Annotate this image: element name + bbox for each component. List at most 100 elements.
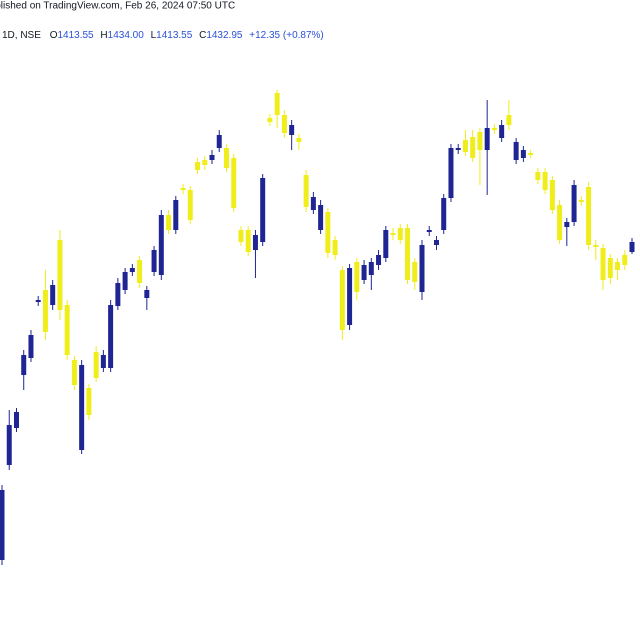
ohlc-value: 1413.55 [156, 30, 193, 41]
candle-body [50, 285, 56, 305]
candle-body [231, 158, 237, 208]
candle-body [477, 132, 483, 150]
candle-body [42, 290, 48, 332]
candle-body [274, 93, 280, 115]
candle-body [86, 388, 92, 415]
candle-body [332, 240, 338, 255]
candle-body [433, 240, 439, 245]
candle-body [303, 175, 309, 207]
candle-body [129, 268, 135, 272]
candle-body [216, 135, 222, 148]
candle-body [57, 240, 63, 310]
candle-body [28, 335, 34, 358]
candle-body [557, 205, 563, 240]
candle-body [383, 230, 389, 258]
candle-body [564, 222, 570, 227]
candle-body [100, 355, 106, 368]
ohlc-value: 1413.55 [57, 30, 94, 41]
candle-body [593, 245, 599, 247]
candle-body [64, 305, 70, 355]
candle-body [21, 355, 27, 375]
candle-body [513, 142, 519, 160]
candle-body [586, 187, 592, 245]
change: +12.35 (+0.87%) [249, 30, 324, 41]
candle-body [368, 262, 374, 275]
candle-body [484, 128, 490, 150]
ohlc-label: O [50, 30, 58, 41]
published-note: Published on TradingView.com, Feb 26, 20… [0, 1, 235, 12]
candle-body [426, 230, 432, 232]
candle-body [499, 125, 505, 138]
legend-line: 1D, NSE O1413.55 H1434.00 L1413.55 C1432… [2, 30, 324, 41]
candle-body [93, 352, 99, 378]
candle-body [571, 185, 577, 222]
candle-body [506, 115, 512, 125]
candle-body [187, 190, 193, 220]
candle-body [151, 250, 157, 272]
candle-body [412, 262, 418, 282]
candle-body [607, 258, 613, 278]
interval: 1D, NSE [2, 30, 41, 41]
candle-body [137, 260, 143, 283]
candle-body [158, 215, 164, 275]
candle-body [245, 230, 251, 252]
candle-body [354, 262, 360, 292]
candle-body [578, 200, 584, 202]
candle-body [448, 148, 454, 198]
candle-body [144, 290, 150, 298]
candle-body [223, 148, 229, 168]
candle-body [281, 115, 287, 133]
candle-body [462, 140, 468, 152]
candle-body [347, 268, 353, 325]
candle-body [600, 248, 606, 280]
candle-body [622, 255, 628, 265]
candle-body [361, 265, 367, 280]
candle-body [122, 272, 128, 290]
candle-body [289, 125, 295, 135]
candle-body [79, 365, 85, 450]
ohlc-label: H [100, 30, 107, 41]
candle-body [71, 360, 77, 385]
ohlc-value: 1434.00 [108, 30, 145, 41]
candle-body [0, 490, 5, 560]
candle-body [238, 230, 244, 242]
candle-body [629, 242, 635, 252]
candle-body [173, 200, 179, 230]
candle-body [419, 245, 425, 292]
ohlc-label: C [199, 30, 206, 41]
candle-body [296, 138, 302, 142]
candle-body [535, 172, 541, 180]
candle-body [325, 212, 331, 253]
candle-body [35, 300, 41, 302]
candle-body [549, 180, 555, 210]
ohlc-label: L [151, 30, 157, 41]
candle-body [13, 412, 19, 428]
candle-body [441, 198, 447, 230]
candle-body [180, 188, 186, 190]
candle-body [6, 425, 12, 465]
candle-body [202, 160, 208, 165]
candle-body [195, 162, 201, 170]
candle-body [310, 197, 316, 210]
candle-body [491, 128, 497, 130]
candle-body [542, 172, 548, 190]
ohlc-value: 1432.95 [206, 30, 243, 41]
candle-body [339, 270, 345, 330]
candle-body [108, 305, 114, 368]
candle-body [615, 262, 621, 270]
candle-body [209, 155, 215, 160]
candle-body [318, 205, 324, 230]
candle-body [397, 228, 403, 240]
candle-body [260, 178, 266, 242]
candle-body [405, 228, 411, 280]
candle-body [376, 255, 382, 265]
candle-body [252, 235, 258, 250]
candle-body [390, 233, 396, 235]
candle-body [520, 150, 526, 158]
candle-body [267, 118, 273, 122]
candle-body [470, 137, 476, 158]
candle-body [528, 153, 534, 155]
candle-body [115, 283, 121, 306]
